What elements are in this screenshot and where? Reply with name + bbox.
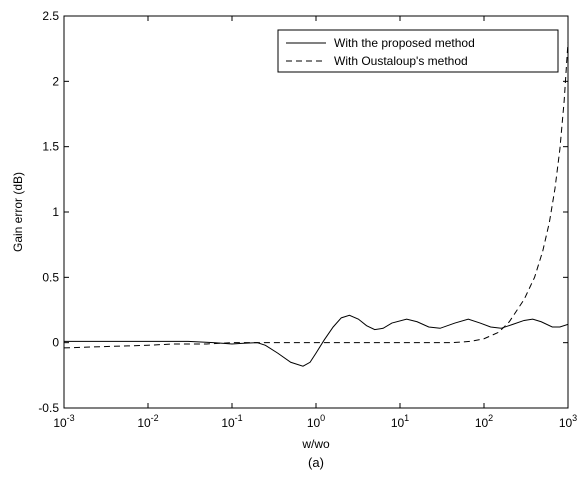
x-tick-label: 10-2: [137, 413, 158, 430]
y-tick-label: 0.5: [42, 270, 59, 284]
x-axis-label: w/wo: [301, 437, 330, 451]
legend-label: With the proposed method: [334, 36, 475, 50]
y-tick-label: 1: [52, 205, 59, 219]
x-tick-label: 10-1: [221, 413, 242, 430]
series-line-oustaloup: [64, 42, 568, 349]
y-tick-label: 0: [52, 336, 59, 350]
y-tick-label: 1.5: [42, 140, 59, 154]
x-tick-label: 101: [391, 413, 409, 430]
x-tick-label: 103: [559, 413, 577, 430]
y-tick-label: 2: [52, 74, 59, 88]
y-tick-label: 2.5: [42, 9, 59, 23]
legend-box: [277, 29, 559, 73]
series-layer: [64, 42, 568, 367]
y-tick-label: -0.5: [38, 401, 59, 415]
x-tick-label: 102: [475, 413, 493, 430]
legend-label: With Oustaloup's method: [334, 54, 468, 68]
x-tick-label: 10-3: [53, 413, 74, 430]
figure-caption: (a): [308, 455, 324, 470]
series-line-proposed: [64, 314, 568, 367]
x-tick-label: 100: [307, 413, 325, 430]
legend: With the proposed method With Oustaloup's…: [277, 29, 559, 73]
y-axis-label: Gain error (dB): [11, 172, 25, 252]
ticks-layer: 10-3 10-2 10-1 100 101 102 103 -0.5 0 0.5 1 1.5 2 2.5: [38, 9, 577, 430]
